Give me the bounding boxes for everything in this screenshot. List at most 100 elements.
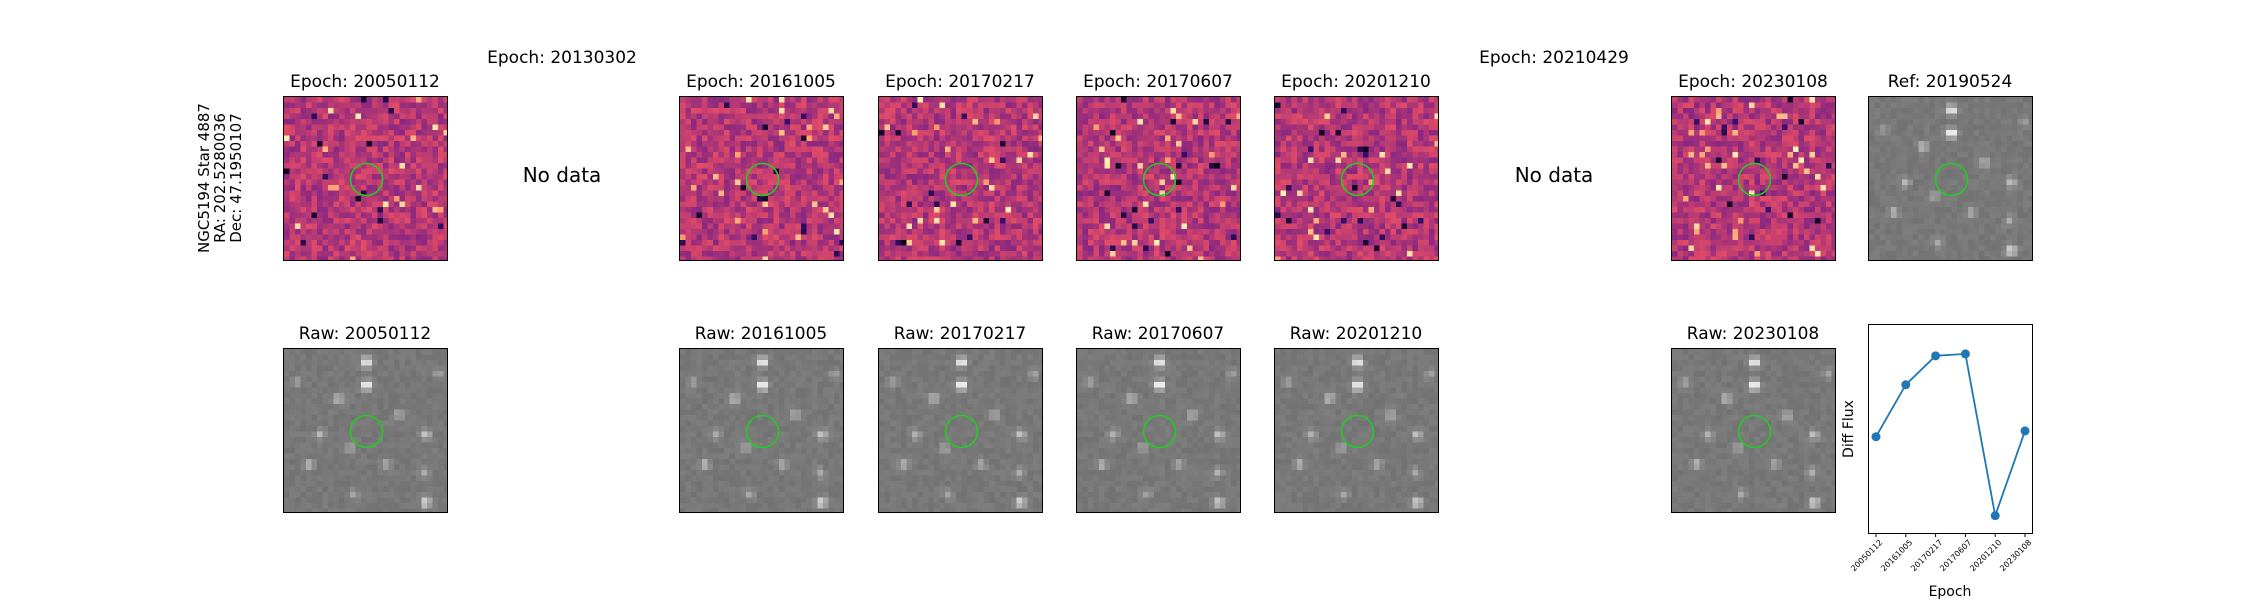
image-pixel [1782, 141, 1788, 147]
image-pixel [1275, 246, 1281, 252]
image-pixel [333, 229, 339, 235]
image-pixel [322, 185, 328, 191]
image-pixel [757, 229, 763, 235]
image-pixel [812, 251, 818, 257]
image-pixel [751, 240, 757, 246]
image-pixel [1137, 224, 1143, 230]
image-pixel [284, 125, 290, 131]
image-pixel [1077, 125, 1083, 131]
image-pixel [377, 202, 383, 208]
image-pixel [779, 218, 785, 224]
image-pixel [1198, 191, 1204, 197]
image-pixel [735, 235, 741, 241]
image-pixel [427, 147, 433, 153]
image-pixel [421, 240, 427, 246]
image-pixel [1297, 257, 1303, 261]
image-pixel [1181, 103, 1187, 109]
image-pixel [685, 163, 691, 169]
image-pixel [405, 251, 411, 257]
image-pixel [1330, 136, 1336, 142]
image-pixel [1705, 152, 1711, 158]
image-pixel [801, 136, 807, 142]
image-pixel [773, 158, 779, 164]
image-pixel [923, 257, 929, 261]
image-pixel [1225, 152, 1231, 158]
image-pixel [934, 229, 940, 235]
image-pixel [284, 213, 290, 219]
image-pixel [928, 130, 934, 136]
image-pixel [751, 97, 757, 103]
image-pixel [1110, 229, 1116, 235]
image-pixel [388, 196, 394, 202]
image-pixel [939, 130, 945, 136]
image-pixel [361, 213, 367, 219]
image-pixel [1280, 229, 1286, 235]
image-pixel [1077, 130, 1083, 136]
image-pixel [812, 163, 818, 169]
image-pixel [1798, 152, 1804, 158]
image-pixel [1374, 114, 1380, 120]
image-pixel [768, 202, 774, 208]
image-pixel [729, 141, 735, 147]
image-pixel [1749, 108, 1755, 114]
image-pixel [912, 224, 918, 230]
image-pixel [1231, 169, 1237, 175]
image-pixel [432, 108, 438, 114]
image-pixel [1187, 202, 1193, 208]
image-pixel [751, 224, 757, 230]
image-pixel [1302, 191, 1308, 197]
image-pixel [1699, 180, 1705, 186]
image-pixel [1429, 119, 1435, 125]
image-pixel [1809, 130, 1815, 136]
image-pixel [884, 136, 890, 142]
image-pixel [1423, 169, 1429, 175]
image-pixel [1033, 130, 1039, 136]
image-pixel [895, 141, 901, 147]
image-pixel [344, 229, 350, 235]
image-pixel [895, 108, 901, 114]
image-pixel [1033, 174, 1039, 180]
image-pixel [1363, 136, 1369, 142]
image-pixel [328, 240, 334, 246]
image-pixel [1022, 114, 1028, 120]
image-pixel [1297, 119, 1303, 125]
image-pixel [945, 158, 951, 164]
image-pixel [839, 119, 843, 125]
image-pixel [817, 180, 823, 186]
image-pixel [1132, 251, 1138, 257]
image-pixel [1319, 119, 1325, 125]
image-pixel [1181, 191, 1187, 197]
image-pixel [372, 251, 378, 257]
image-pixel [1198, 103, 1204, 109]
image-pixel [344, 141, 350, 147]
image-pixel [1165, 147, 1171, 153]
image-pixel [801, 191, 807, 197]
image-pixel [1390, 141, 1396, 147]
image-pixel [950, 114, 956, 120]
image-pixel [1721, 174, 1727, 180]
image-pixel [1727, 180, 1733, 186]
image-pixel [394, 224, 400, 230]
image-pixel [1126, 125, 1132, 131]
image-pixel [1324, 196, 1330, 202]
image-pixel [1401, 229, 1407, 235]
image-pixel [1434, 136, 1438, 142]
image-pixel [839, 125, 843, 131]
image-pixel [1390, 136, 1396, 142]
image-pixel [306, 130, 312, 136]
image-pixel [784, 185, 790, 191]
image-pixel [1132, 191, 1138, 197]
image-pixel [1330, 130, 1336, 136]
image-pixel [702, 97, 708, 103]
image-pixel [1198, 152, 1204, 158]
image-pixel [1401, 180, 1407, 186]
image-pixel [823, 158, 829, 164]
image-pixel [1280, 213, 1286, 219]
image-pixel [1423, 119, 1429, 125]
image-pixel [1324, 224, 1330, 230]
image-pixel [1319, 240, 1325, 246]
image-pixel [923, 246, 929, 252]
image-pixel [1379, 163, 1385, 169]
image-pixel [1132, 103, 1138, 109]
image-pixel [1231, 257, 1237, 261]
